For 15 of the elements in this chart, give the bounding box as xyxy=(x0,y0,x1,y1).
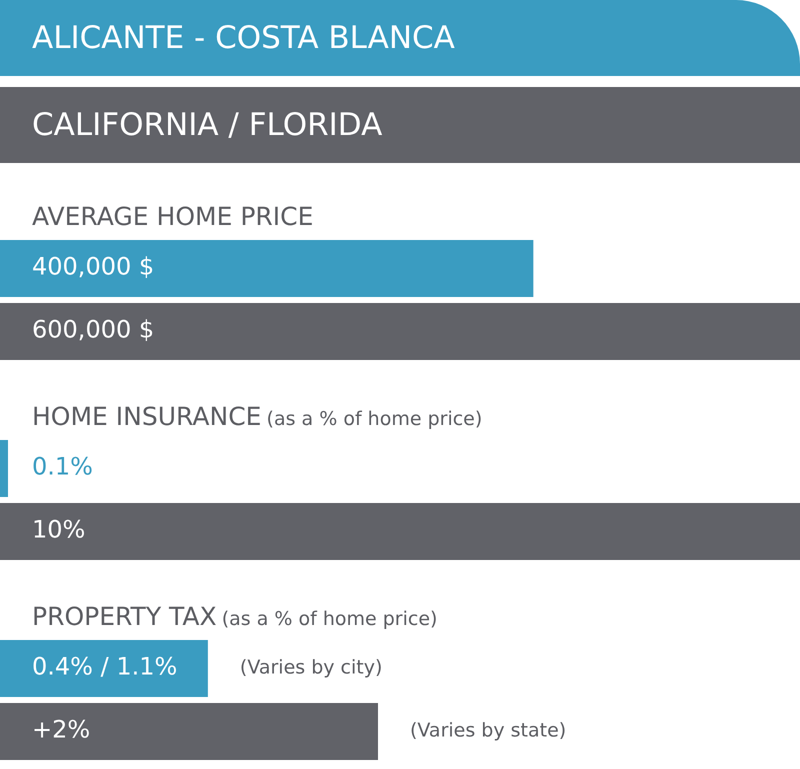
chart-title: HOME INSURANCE xyxy=(32,402,262,431)
text: CALIFORNIA / FLORIDA xyxy=(0,87,800,163)
data-label: 600,000 $ xyxy=(32,316,154,344)
data-label: 0.1% xyxy=(32,452,93,481)
data-label: 0.4% / 1.1% xyxy=(32,652,178,681)
text: (Varies by state) xyxy=(410,719,566,742)
annotation: (Varies by city) xyxy=(240,656,382,678)
chart-title: PROPERTY TAX xyxy=(32,602,217,631)
chart-subtitle: (as a % of home price) xyxy=(222,608,438,630)
data-label: 400,000 $ xyxy=(32,252,154,281)
data-label: 10% xyxy=(32,516,86,544)
data-label: +2% xyxy=(32,716,90,744)
chart-title: AVERAGE HOME PRICE xyxy=(32,202,314,231)
chart-subtitle: (as a % of home price) xyxy=(266,408,482,430)
text: ALICANTE - COSTA BLANCA xyxy=(0,0,800,76)
